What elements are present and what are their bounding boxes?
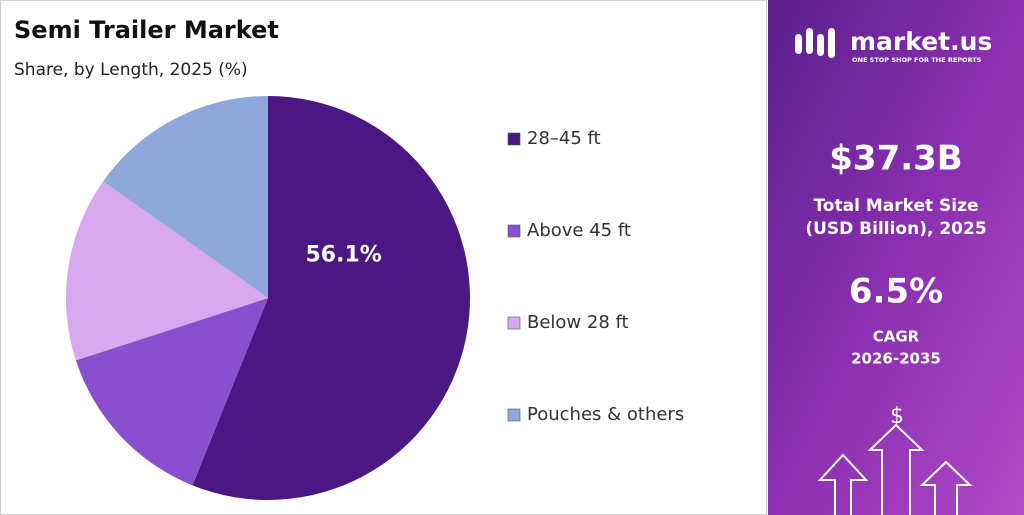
- legend-label: Pouches & others: [527, 404, 684, 425]
- pie: 56.1%: [65, 96, 470, 500]
- legend-swatch: [507, 408, 521, 422]
- legend-label: Below 28 ft: [527, 312, 629, 333]
- logo-icon: [795, 28, 835, 58]
- pie-slice: [192, 96, 470, 500]
- legend-swatch: [507, 224, 521, 238]
- cagr: 6.5%: [849, 272, 943, 312]
- legend-swatch: [507, 316, 521, 330]
- legend: 28–45 ft Above 45 ft Below 28 ft Pouches & …: [507, 128, 684, 425]
- market-size-label: Total Market Size: [813, 196, 978, 216]
- cagr-label: 2026-2035: [851, 350, 941, 368]
- pie-slice: [75, 298, 268, 486]
- cagr-label: CAGR: [873, 328, 920, 346]
- dollar-icon: $: [890, 404, 904, 429]
- legend-swatch: [507, 132, 521, 146]
- market-size: $37.3B: [829, 139, 962, 179]
- market-size-label: (USD Billion), 2025: [805, 219, 986, 239]
- side-panel: [768, 0, 1024, 515]
- chart-subtitle: Share, by Length, 2025 (%): [14, 60, 248, 80]
- chart-title: Semi Trailer Market: [14, 16, 279, 44]
- tagline: ONE STOP SHOP FOR THE REPORTS: [852, 56, 982, 64]
- arrows-decoration: [817, 423, 973, 515]
- pie-slice: [103, 96, 268, 298]
- legend-label: Above 45 ft: [527, 220, 631, 241]
- data-label: 56.1%: [306, 242, 382, 267]
- pie-slice: [65, 181, 268, 361]
- brand: market.us: [850, 27, 992, 56]
- legend-label: 28–45 ft: [527, 128, 601, 149]
